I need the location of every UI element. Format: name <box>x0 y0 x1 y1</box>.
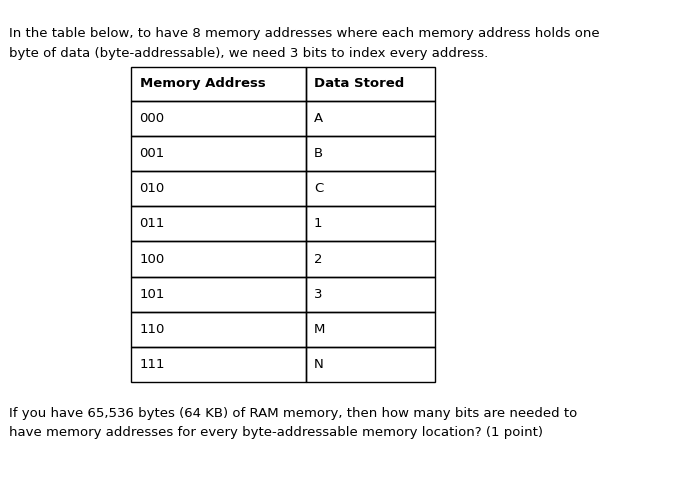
Text: In the table below, to have 8 memory addresses where each memory address holds o: In the table below, to have 8 memory add… <box>9 27 599 40</box>
Bar <box>306 277 435 312</box>
Text: 011: 011 <box>140 217 165 230</box>
Text: 101: 101 <box>140 288 165 301</box>
Bar <box>306 206 435 242</box>
Bar <box>131 67 306 101</box>
Text: N: N <box>314 358 324 371</box>
Text: have memory addresses for every byte-addressable memory location? (1 point): have memory addresses for every byte-add… <box>9 426 543 439</box>
Text: 001: 001 <box>140 147 164 160</box>
Text: 111: 111 <box>140 358 165 371</box>
Bar <box>131 171 306 206</box>
Text: B: B <box>314 147 323 160</box>
Bar <box>306 347 435 382</box>
Bar <box>306 312 435 347</box>
Bar <box>131 312 306 347</box>
Text: 110: 110 <box>140 323 165 336</box>
Text: M: M <box>314 323 326 336</box>
Bar <box>131 277 306 312</box>
Text: A: A <box>314 112 323 125</box>
Bar <box>306 171 435 206</box>
Bar <box>131 206 306 242</box>
Bar <box>306 101 435 136</box>
Bar <box>306 136 435 171</box>
Bar <box>306 242 435 277</box>
Text: Data Stored: Data Stored <box>314 77 404 90</box>
Bar <box>131 242 306 277</box>
Bar <box>131 347 306 382</box>
Text: 1: 1 <box>314 217 322 230</box>
Text: 010: 010 <box>140 182 164 195</box>
Bar <box>131 101 306 136</box>
Text: 3: 3 <box>314 288 322 301</box>
Text: 100: 100 <box>140 252 164 266</box>
Text: 2: 2 <box>314 252 322 266</box>
Text: If you have 65,536 bytes (64 KB) of RAM memory, then how many bits are needed to: If you have 65,536 bytes (64 KB) of RAM … <box>9 407 577 420</box>
Text: 000: 000 <box>140 112 164 125</box>
Text: C: C <box>314 182 323 195</box>
Bar <box>131 136 306 171</box>
Text: Memory Address: Memory Address <box>140 77 266 90</box>
Text: byte of data (byte-addressable), we need 3 bits to index every address.: byte of data (byte-addressable), we need… <box>9 47 488 60</box>
Bar <box>306 67 435 101</box>
